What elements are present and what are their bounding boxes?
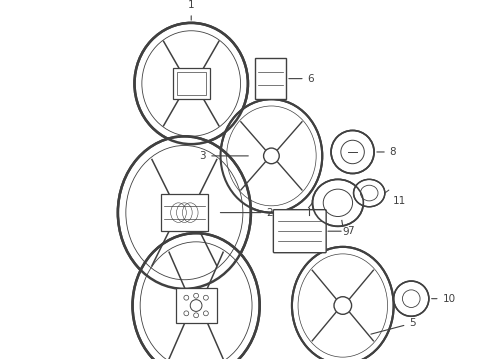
Ellipse shape (292, 247, 393, 360)
Ellipse shape (313, 179, 364, 226)
Text: 3: 3 (199, 151, 248, 161)
Text: 5: 5 (371, 318, 416, 334)
Text: 2: 2 (220, 208, 273, 217)
FancyBboxPatch shape (255, 58, 286, 99)
FancyBboxPatch shape (273, 210, 326, 253)
Text: 7: 7 (328, 226, 353, 236)
Ellipse shape (220, 99, 322, 213)
FancyBboxPatch shape (172, 68, 210, 99)
Ellipse shape (393, 281, 429, 316)
FancyBboxPatch shape (161, 194, 208, 231)
Text: 8: 8 (377, 147, 396, 157)
Ellipse shape (354, 179, 385, 207)
Text: 4: 4 (0, 359, 1, 360)
Ellipse shape (134, 23, 248, 144)
Text: 9: 9 (343, 227, 349, 237)
Text: 10: 10 (432, 294, 456, 304)
Ellipse shape (132, 233, 260, 360)
Text: 6: 6 (289, 74, 314, 84)
FancyBboxPatch shape (175, 288, 217, 323)
Text: 11: 11 (392, 196, 406, 206)
Ellipse shape (118, 136, 251, 289)
Ellipse shape (331, 130, 374, 174)
Text: 1: 1 (188, 0, 195, 20)
